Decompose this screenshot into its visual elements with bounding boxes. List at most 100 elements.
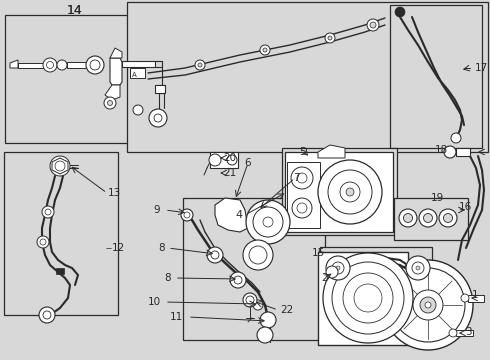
Circle shape (107, 100, 113, 105)
Bar (390, 5, 482, 148)
Polygon shape (52, 158, 68, 174)
Circle shape (451, 133, 461, 143)
Circle shape (260, 45, 270, 55)
Bar (456, 148, 470, 156)
Bar (210, 152, 238, 168)
Circle shape (249, 246, 267, 264)
Circle shape (297, 173, 307, 183)
Circle shape (332, 262, 404, 334)
Circle shape (326, 256, 350, 280)
Text: 8: 8 (164, 273, 171, 283)
Circle shape (325, 33, 335, 43)
Polygon shape (110, 48, 122, 58)
Text: 22: 22 (280, 305, 293, 315)
Circle shape (257, 327, 273, 343)
Circle shape (50, 156, 70, 176)
Circle shape (403, 213, 413, 222)
Circle shape (318, 160, 382, 224)
Circle shape (234, 276, 242, 284)
Bar (127, 2, 488, 152)
Text: 17: 17 (475, 63, 488, 73)
Circle shape (149, 109, 167, 127)
Text: 3: 3 (465, 327, 472, 337)
Circle shape (37, 236, 49, 248)
Text: 12: 12 (112, 243, 125, 253)
Circle shape (346, 188, 354, 196)
Bar (155, 85, 165, 93)
Text: 18: 18 (435, 145, 448, 155)
Circle shape (57, 60, 67, 70)
Circle shape (383, 260, 473, 350)
Circle shape (246, 200, 290, 244)
Circle shape (336, 266, 340, 270)
Circle shape (328, 170, 372, 214)
Circle shape (209, 154, 221, 166)
Circle shape (230, 272, 246, 288)
Circle shape (413, 290, 443, 320)
Circle shape (86, 56, 104, 74)
Circle shape (395, 7, 405, 17)
Circle shape (211, 251, 219, 259)
Bar (122, 61, 155, 67)
Circle shape (90, 60, 100, 70)
Circle shape (227, 155, 237, 165)
Bar (18, 63, 45, 68)
Text: 11: 11 (170, 312, 183, 322)
Circle shape (253, 300, 263, 310)
Circle shape (425, 302, 431, 308)
Bar (5, 15, 198, 143)
Circle shape (391, 268, 465, 342)
Circle shape (420, 297, 436, 313)
Circle shape (47, 62, 53, 68)
Bar (320, 247, 432, 295)
Circle shape (332, 262, 344, 274)
Bar (4, 152, 118, 315)
Circle shape (253, 207, 283, 237)
Circle shape (323, 253, 413, 343)
Circle shape (419, 209, 437, 227)
Circle shape (243, 240, 273, 270)
Circle shape (354, 284, 382, 312)
Circle shape (443, 213, 452, 222)
Circle shape (133, 105, 143, 115)
Text: 1: 1 (472, 290, 479, 300)
Circle shape (45, 209, 51, 215)
Text: 13: 13 (108, 188, 121, 198)
Polygon shape (105, 85, 120, 100)
Circle shape (243, 293, 257, 307)
Bar (282, 148, 397, 235)
Circle shape (423, 213, 433, 222)
Circle shape (439, 209, 457, 227)
Circle shape (42, 206, 54, 218)
Circle shape (326, 266, 338, 278)
Circle shape (406, 256, 430, 280)
Circle shape (412, 262, 424, 274)
Bar (318, 252, 408, 345)
Circle shape (39, 307, 55, 323)
Text: 15: 15 (312, 248, 325, 258)
Circle shape (328, 36, 332, 40)
Bar (56, 268, 64, 274)
Bar (183, 198, 325, 340)
Text: 21: 21 (223, 168, 236, 178)
Bar (67, 62, 88, 68)
Text: 16: 16 (459, 202, 472, 212)
Text: 4: 4 (236, 210, 243, 220)
Circle shape (291, 167, 313, 189)
Circle shape (43, 311, 51, 319)
Circle shape (399, 209, 417, 227)
Bar (468, 295, 484, 302)
Bar (130, 68, 145, 78)
Circle shape (263, 217, 273, 227)
Text: A: A (132, 72, 137, 78)
Bar (456, 330, 473, 336)
Circle shape (444, 146, 456, 158)
Circle shape (370, 22, 376, 28)
Circle shape (246, 296, 254, 304)
Circle shape (340, 182, 360, 202)
Bar (285, 152, 393, 232)
Circle shape (263, 48, 267, 52)
Circle shape (195, 60, 205, 70)
Circle shape (104, 97, 116, 109)
Circle shape (40, 239, 46, 245)
